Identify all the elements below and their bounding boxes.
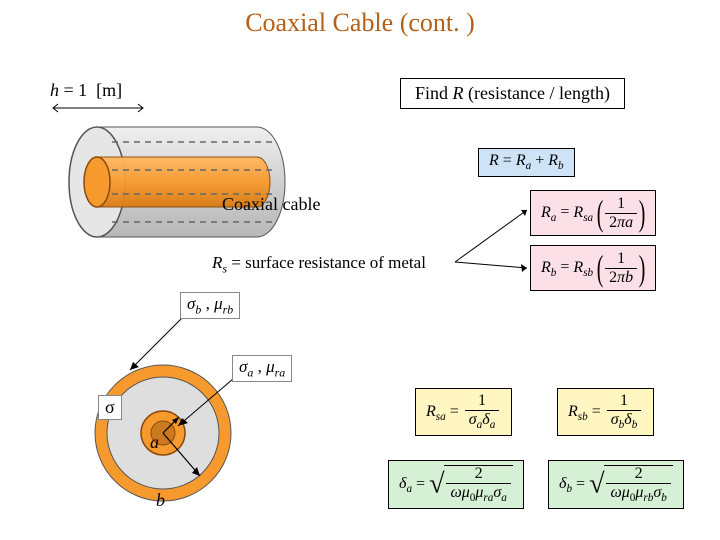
eq-Rsa: Rsa = 1σaδa — [415, 388, 512, 436]
eq-delta-b: δb = √2ωμ0μrbσb — [548, 460, 684, 509]
radius-b-label: b — [156, 490, 165, 511]
eq-Rb: Rb = Rsb (12πb) — [530, 245, 656, 291]
eq-Ra: Ra = Rsa (12πa) — [530, 190, 656, 236]
radius-a-label: a — [150, 432, 159, 453]
find-resistance-box: Find R (resistance / length) — [400, 78, 625, 109]
sigma-a-mu-ra: σa , μra — [232, 355, 292, 382]
eq-total-resistance: R = Ra + Rb — [478, 148, 575, 177]
surface-resistance-label: Rs = surface resistance of metal — [212, 253, 426, 276]
eq-Rsb: Rsb = 1σbδb — [557, 388, 654, 436]
sigma-label: σ — [98, 395, 122, 420]
coaxial-cable-label: Coaxial cable — [222, 194, 320, 215]
eq-delta-a: δa = √2ωμ0μraσa — [388, 460, 524, 509]
coaxial-cable-3d — [52, 112, 292, 252]
rs-pointer-lines — [445, 200, 535, 300]
h-equals-label: h = 1 [m] — [50, 80, 122, 101]
page-title: Coaxial Cable (cont. ) — [0, 8, 720, 38]
sigma-b-mu-rb: σb , μrb — [180, 292, 240, 319]
